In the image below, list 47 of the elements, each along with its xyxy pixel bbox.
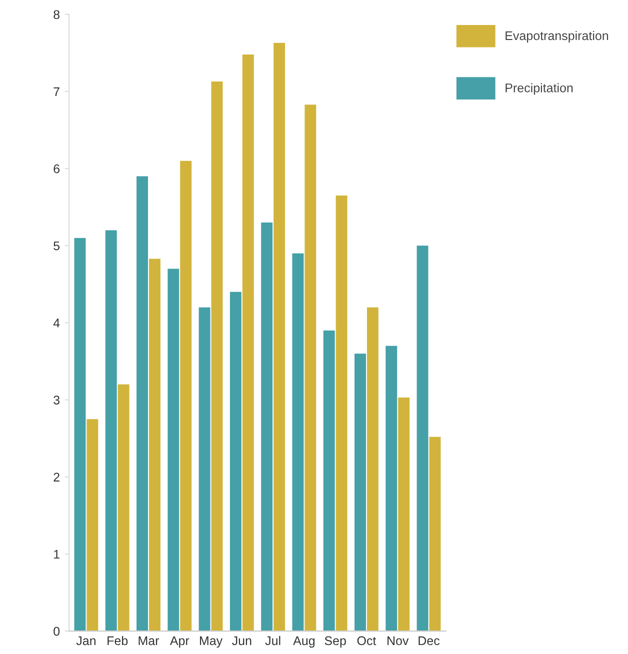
bar bbox=[398, 398, 410, 632]
bar bbox=[118, 384, 130, 632]
x-tick-label: Mar bbox=[138, 636, 160, 646]
bar bbox=[105, 230, 117, 632]
y-tick-label: 4 bbox=[53, 318, 60, 328]
bar bbox=[198, 307, 210, 632]
x-tick-label: Jul bbox=[265, 636, 280, 646]
bar bbox=[168, 268, 180, 632]
bar bbox=[148, 258, 160, 632]
x-tick-label: Jan bbox=[76, 636, 96, 646]
y-tick-label: 6 bbox=[54, 164, 60, 174]
bar bbox=[292, 253, 304, 632]
bar bbox=[86, 419, 98, 632]
x-tick-label: May bbox=[200, 636, 223, 648]
bar bbox=[136, 176, 148, 632]
bar bbox=[354, 354, 366, 632]
bar bbox=[366, 307, 378, 632]
y-tick-label: 1 bbox=[54, 550, 60, 559]
bar bbox=[336, 196, 348, 632]
y-tick-label: 0 bbox=[54, 626, 60, 636]
x-tick-label: Oct bbox=[357, 636, 376, 646]
legend-label: Precipitation bbox=[506, 83, 573, 95]
y-tick-label: 3 bbox=[54, 396, 60, 404]
bar bbox=[429, 436, 441, 632]
y-tick-label: 5 bbox=[54, 242, 60, 250]
bar bbox=[230, 292, 242, 632]
x-tick-label: Sep bbox=[324, 636, 346, 648]
x-tick-label: Apr bbox=[170, 636, 190, 648]
bar bbox=[323, 330, 335, 632]
bar bbox=[274, 42, 286, 632]
y-tick-label: 7 bbox=[54, 87, 60, 96]
bar bbox=[180, 160, 192, 632]
x-tick-label: Dec bbox=[418, 636, 440, 646]
bar bbox=[74, 238, 86, 632]
x-tick-label: Feb bbox=[108, 636, 128, 646]
x-tick-label: Aug bbox=[293, 636, 315, 648]
legend-label: Evapotranspiration bbox=[506, 30, 608, 43]
bar bbox=[211, 81, 223, 632]
y-tick-label: 2 bbox=[54, 472, 60, 482]
x-tick-label: Nov bbox=[388, 636, 409, 646]
y-tick-label: 8 bbox=[54, 10, 60, 20]
bar bbox=[242, 54, 254, 632]
bar bbox=[304, 104, 316, 632]
bar bbox=[386, 346, 398, 632]
bar bbox=[416, 246, 428, 632]
bar bbox=[261, 222, 273, 632]
x-tick-label: Jun bbox=[232, 636, 252, 646]
